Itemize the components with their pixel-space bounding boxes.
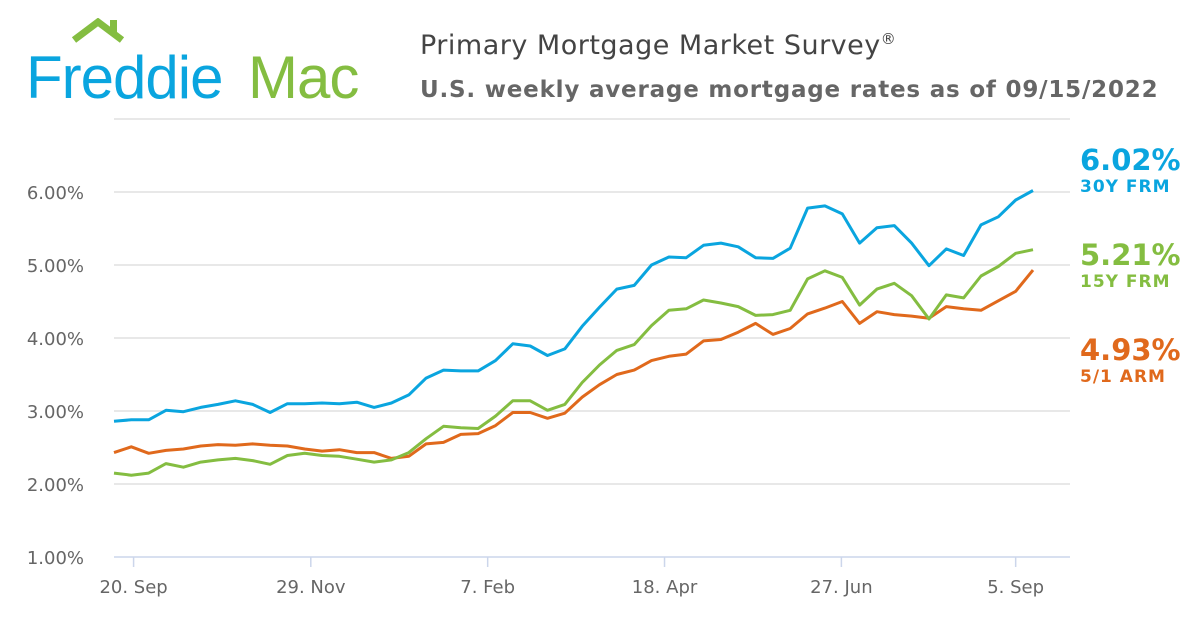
y-tick-label: 2.00% (27, 475, 84, 496)
label-30y: 6.02% 30Y FRM (1080, 143, 1181, 197)
series-name-arm: 5/1 ARM (1080, 367, 1166, 387)
y-tick-label: 6.00% (27, 183, 84, 204)
x-tick-label: 27. Jun (810, 577, 872, 598)
series-name-30y: 30Y FRM (1080, 177, 1171, 197)
x-tick-label: 5. Sep (987, 577, 1044, 598)
last-value-arm: 4.93% (1080, 333, 1181, 367)
label-arm: 4.93% 5/1 ARM (1080, 333, 1181, 387)
last-value-15y: 5.21% (1080, 238, 1181, 272)
series-15y-frm-line (113, 248, 1034, 477)
x-tick-label: 29. Nov (276, 577, 346, 598)
registered-mark: ® (880, 30, 897, 48)
svg-text:Mac: Mac (248, 44, 358, 108)
last-value-30y: 6.02% (1080, 143, 1181, 177)
chart-title: Primary Mortgage Market Survey® (420, 30, 896, 61)
x-tick-label: 20. Sep (99, 577, 167, 598)
y-tick-label: 5.00% (27, 256, 84, 277)
chart-subtitle: U.S. weekly average mortgage rates as of… (420, 77, 1159, 103)
series-30y-frm-line (113, 189, 1034, 423)
y-tick-label: 3.00% (27, 402, 84, 423)
x-tick-label: 7. Feb (460, 577, 515, 598)
y-tick-label: 1.00% (27, 548, 84, 569)
svg-text:Freddie: Freddie (26, 44, 222, 108)
freddie-mac-logo: Freddie Mac (26, 18, 359, 108)
y-tick-label: 4.00% (27, 329, 84, 350)
x-tick-label: 18. Apr (632, 577, 698, 598)
title-text: Primary Mortgage Market Survey (420, 30, 881, 61)
label-15y: 5.21% 15Y FRM (1080, 238, 1181, 292)
series-5-1-arm-line (113, 269, 1035, 460)
series-name-15y: 15Y FRM (1080, 272, 1171, 292)
